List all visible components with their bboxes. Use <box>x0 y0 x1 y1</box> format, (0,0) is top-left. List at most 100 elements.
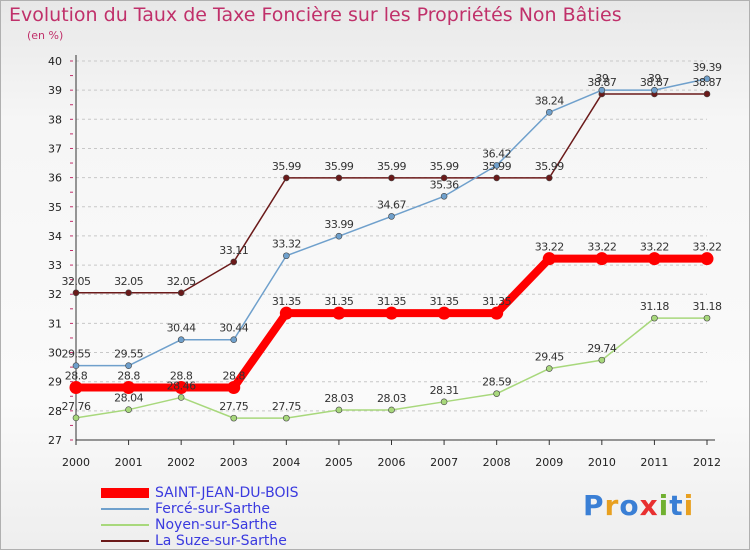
data-label-ferc-sur-sarthe-2002: 30.44 <box>167 322 196 335</box>
point-noyen-sur-sarthe-2005 <box>335 406 343 414</box>
data-label-noyen-sur-sarthe-2011: 31.18 <box>640 300 669 313</box>
data-label-saint-jean-du-bois-2005: 31.35 <box>324 295 353 308</box>
x-tick-label-2004: 2004 <box>272 456 300 469</box>
y-tick-label-31: 31 <box>48 317 62 330</box>
data-label-noyen-sur-sarthe-2007: 28.31 <box>430 384 459 397</box>
point-noyen-sur-sarthe-2004 <box>283 414 290 422</box>
x-tick-label-2005: 2005 <box>325 456 353 469</box>
logo-letter: P <box>583 489 605 522</box>
point-la-suze-sur-sarthe-2001 <box>125 289 132 297</box>
point-saint-jean-du-bois-2001 <box>122 381 136 395</box>
data-label-la-suze-sur-sarthe-2009: 35.99 <box>535 160 564 173</box>
point-noyen-sur-sarthe-2008 <box>493 390 500 397</box>
data-label-noyen-sur-sarthe-2003: 27.75 <box>219 400 248 413</box>
data-label-ferc-sur-sarthe-2008: 36.42 <box>482 147 511 160</box>
x-tick-label-2007: 2007 <box>430 456 458 469</box>
data-label-ferc-sur-sarthe-2010: 39 <box>595 72 608 85</box>
point-la-suze-sur-sarthe-2000 <box>72 289 80 297</box>
data-labels: 32.05 32.05 32.05 33.11 35.99 35.99 35.99 35.99… <box>62 61 723 413</box>
x-tick-label-2003: 2003 <box>220 456 248 469</box>
data-label-noyen-sur-sarthe-2002: 28.46 <box>167 379 196 392</box>
data-label-saint-jean-du-bois-2000: 28.8 <box>65 370 88 383</box>
legend-label-la-suze-sur-sarthe: La Suze-sur-Sarthe <box>155 533 287 549</box>
point-saint-jean-du-bois-2008 <box>490 306 504 320</box>
data-label-la-suze-sur-sarthe-2007: 35.99 <box>430 160 459 173</box>
point-saint-jean-du-bois-2002 <box>174 381 188 395</box>
data-label-la-suze-sur-sarthe-2003: 33.11 <box>219 244 248 257</box>
logo-letter: t <box>669 489 684 522</box>
y-tick-label-37: 37 <box>48 142 62 155</box>
data-label-la-suze-sur-sarthe-2002: 32.05 <box>167 275 196 288</box>
data-label-ferc-sur-sarthe-2007: 35.36 <box>430 178 459 191</box>
point-noyen-sur-sarthe-2006 <box>388 406 395 414</box>
logo-letter: i <box>683 489 695 522</box>
data-label-ferc-sur-sarthe-2006: 34.67 <box>377 198 406 211</box>
logo-letter: x <box>639 489 659 522</box>
point-ferc-sur-sarthe-2004 <box>283 252 290 260</box>
data-label-noyen-sur-sarthe-2009: 29.45 <box>535 351 564 364</box>
x-tick-label-2001: 2001 <box>115 456 143 469</box>
legend-label-saint-jean-du-bois: SAINT-JEAN-DU-BOIS <box>155 485 299 501</box>
x-tick-label-2009: 2009 <box>535 456 563 469</box>
point-saint-jean-du-bois-2010 <box>595 252 609 266</box>
point-la-suze-sur-sarthe-2012 <box>703 90 711 98</box>
y-tick-label-32: 32 <box>48 288 62 301</box>
point-saint-jean-du-bois-2005 <box>332 306 346 320</box>
point-noyen-sur-sarthe-2003 <box>230 414 238 422</box>
point-ferc-sur-sarthe-2007 <box>440 192 448 200</box>
data-label-ferc-sur-sarthe-2009: 38.24 <box>535 94 564 107</box>
point-noyen-sur-sarthe-2012 <box>703 314 711 322</box>
data-label-noyen-sur-sarthe-2006: 28.03 <box>377 392 406 405</box>
y-tick-label-40: 40 <box>48 55 62 68</box>
point-noyen-sur-sarthe-2002 <box>177 394 185 401</box>
data-label-noyen-sur-sarthe-2004: 27.75 <box>272 400 301 413</box>
series-line-la-suze-sur-sarthe <box>75 93 708 294</box>
point-la-suze-sur-sarthe-2004 <box>283 174 290 182</box>
y-tick-label-35: 35 <box>48 201 62 214</box>
axes: 27 28 29 30 31 32 33 34 35 36 37 38 39 40 2000 2001 2002… <box>48 55 721 469</box>
y-tick-label-29: 29 <box>48 376 62 389</box>
data-label-saint-jean-du-bois-2008: 31.35 <box>482 295 511 308</box>
point-noyen-sur-sarthe-2000 <box>72 414 80 422</box>
point-noyen-sur-sarthe-2001 <box>125 406 132 413</box>
y-tick-label-30: 30 <box>48 347 62 360</box>
x-tick-label-2008: 2008 <box>483 456 511 469</box>
data-label-la-suze-sur-sarthe-2001: 32.05 <box>114 275 143 288</box>
data-label-la-suze-sur-sarthe-2010: 38.87 <box>587 76 616 89</box>
point-saint-jean-du-bois-2003 <box>227 381 241 395</box>
proxiti-logo: Proxiti <box>583 489 694 522</box>
point-saint-jean-du-bois-2011 <box>647 252 661 266</box>
data-label-saint-jean-du-bois-2012: 33.22 <box>693 241 722 254</box>
y-tick-label-33: 33 <box>48 259 62 272</box>
legend-label-ferc-sur-sarthe: Fercé-sur-Sarthe <box>155 501 270 517</box>
point-la-suze-sur-sarthe-2006 <box>388 174 395 182</box>
data-label-saint-jean-du-bois-2004: 31.35 <box>272 295 301 308</box>
y-tick-label-36: 36 <box>48 172 62 185</box>
data-label-ferc-sur-sarthe-2011: 39 <box>648 72 661 85</box>
point-saint-jean-du-bois-2000 <box>69 381 83 395</box>
data-label-saint-jean-du-bois-2009: 33.22 <box>535 241 564 254</box>
data-label-saint-jean-du-bois-2003: 28.8 <box>223 370 246 383</box>
x-tick-label-2000: 2000 <box>62 456 90 469</box>
y-tick-label-34: 34 <box>48 230 62 243</box>
data-label-la-suze-sur-sarthe-2012: 38.87 <box>693 76 722 89</box>
point-saint-jean-du-bois-2007 <box>437 306 451 320</box>
data-label-la-suze-sur-sarthe-2004: 35.99 <box>272 160 301 173</box>
point-saint-jean-du-bois-2009 <box>542 252 556 266</box>
data-label-la-suze-sur-sarthe-2006: 35.99 <box>377 160 406 173</box>
logo-letter: r <box>604 489 620 522</box>
point-ferc-sur-sarthe-2002 <box>177 336 185 344</box>
point-ferc-sur-sarthe-2008 <box>493 162 500 169</box>
point-la-suze-sur-sarthe-2007 <box>440 174 448 182</box>
data-label-saint-jean-du-bois-2011: 33.22 <box>640 241 669 254</box>
data-label-ferc-sur-sarthe-2004: 33.32 <box>272 238 301 251</box>
point-saint-jean-du-bois-2006 <box>385 306 398 320</box>
point-noyen-sur-sarthe-2009 <box>545 365 553 372</box>
point-ferc-sur-sarthe-2005 <box>335 232 343 240</box>
series <box>69 75 714 422</box>
y-axis-unit: (en %) <box>27 29 64 42</box>
legend-swatch-noyen-sur-sarthe <box>101 524 149 526</box>
logo-letter: o <box>619 489 640 522</box>
point-ferc-sur-sarthe-2000 <box>72 362 80 369</box>
